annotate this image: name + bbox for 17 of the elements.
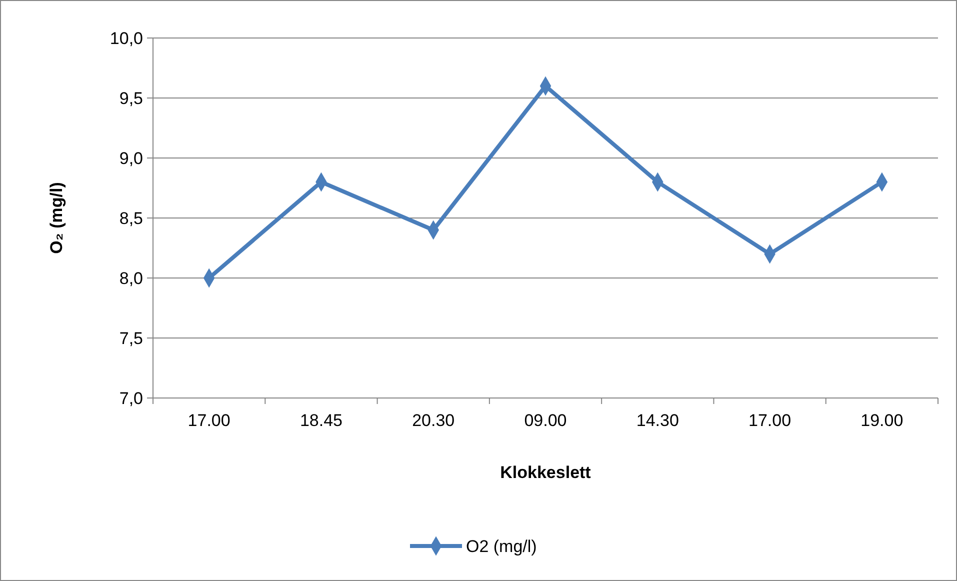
y-tick-label: 9,5 [119, 88, 143, 108]
legend-label: O2 (mg/l) [466, 536, 537, 556]
x-tick-label: 17.00 [748, 411, 792, 430]
y-tick-label: 10,0 [110, 28, 143, 48]
y-tick-label: 7,5 [119, 328, 143, 348]
x-tick-label: 18.45 [300, 411, 342, 430]
x-tick-label: 14.30 [636, 411, 679, 430]
x-tick-label: 09.00 [524, 411, 567, 430]
y-tick-label: 7,0 [119, 388, 143, 408]
y-tick-label: 8,0 [119, 268, 143, 288]
y-tick-label: 9,0 [119, 148, 143, 168]
x-tick-label: 17.00 [188, 411, 230, 430]
x-axis-title: Klokkeslett [500, 463, 592, 482]
x-tick-label: 19.00 [860, 411, 904, 430]
y-tick-label: 8,5 [119, 208, 143, 228]
y-axis-title: O₂ (mg/l) [47, 182, 66, 254]
x-tick-label: 20.30 [412, 411, 455, 430]
